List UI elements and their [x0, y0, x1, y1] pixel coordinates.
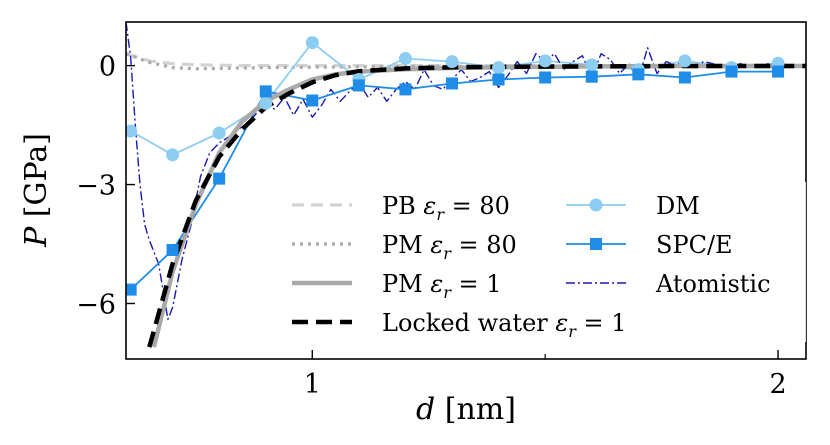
y-tick-label: 0 [99, 52, 116, 83]
legend-label-pm1: PM εr = 1 [382, 270, 502, 302]
axis-layer: 1 2 0 −3 −6 [76, 52, 786, 400]
legend-marker-spc-e [590, 238, 602, 250]
legend-label-pm80: PM εr = 80 [382, 231, 517, 263]
legend-label-pb: PB εr = 80 [382, 192, 510, 224]
point-dm [305, 36, 319, 50]
point-spc-e [492, 73, 505, 86]
x-tick-label: 1 [304, 369, 321, 400]
point-spc-e [259, 85, 272, 98]
point-spc-e [446, 77, 459, 90]
point-spc-e [632, 68, 645, 81]
point-dm [538, 54, 552, 68]
y-axis-label-unit: [GPa] [19, 133, 54, 217]
point-spc-e [166, 243, 179, 256]
x-axis-label-unit: [nm] [445, 392, 516, 427]
point-spc-e [585, 70, 598, 83]
point-dm [678, 54, 692, 68]
x-axis-label: d [nm] [416, 392, 516, 427]
point-spc-e [772, 65, 785, 78]
point-spc-e [213, 172, 226, 185]
point-dm [445, 55, 459, 69]
point-dm [492, 61, 506, 75]
y-tick-label: −6 [76, 289, 116, 320]
point-spc-e [539, 71, 552, 84]
point-spc-e [399, 83, 412, 96]
point-dm [398, 51, 412, 65]
point-dm [212, 126, 226, 140]
y-axis-label: P [GPa] [19, 133, 54, 248]
point-spc-e [352, 79, 365, 92]
point-dm [126, 124, 138, 138]
point-spc-e [678, 71, 691, 84]
legend-box [270, 182, 806, 342]
legend-label-spc-e: SPC/E [656, 231, 733, 259]
point-dm [166, 148, 180, 162]
y-tick-label: −3 [76, 171, 116, 202]
legend-marker-dm [589, 198, 603, 212]
y-axis-label-symbol: P [19, 226, 54, 248]
point-spc-e [126, 283, 137, 296]
legend-label-locked: Locked water εr = 1 [382, 309, 627, 341]
marker-layer [126, 36, 785, 296]
point-dm [259, 96, 273, 110]
point-spc-e [725, 65, 738, 78]
point-dm [585, 58, 599, 72]
legend: PB εr = 80 PM εr = 80 PM εr = 1 Locked wate… [270, 182, 806, 342]
x-axis-label-symbol: d [416, 392, 435, 427]
legend-label-atomistic: Atomistic [655, 270, 771, 298]
x-tick-label: 2 [769, 369, 786, 400]
legend-label-dm: DM [656, 192, 700, 220]
point-spc-e [306, 94, 319, 107]
